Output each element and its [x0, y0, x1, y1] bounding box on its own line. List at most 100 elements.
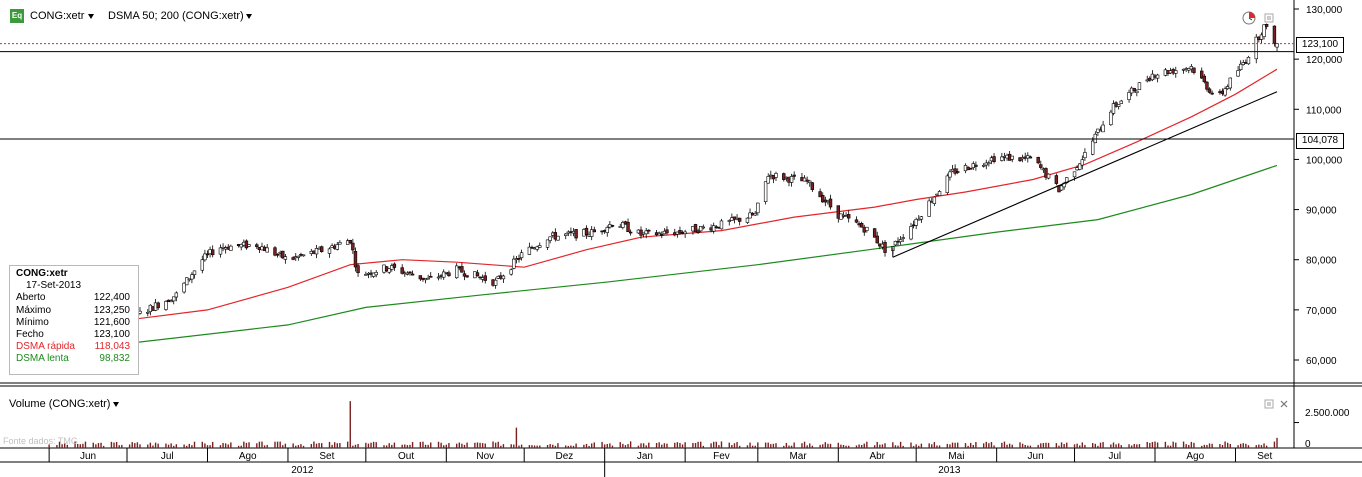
candle-up	[893, 240, 898, 246]
candle-up	[535, 246, 539, 250]
candle-up	[1119, 100, 1123, 104]
candle-up	[927, 200, 931, 217]
candle-up	[335, 244, 339, 250]
candle-down	[1054, 175, 1059, 184]
symbol-label[interactable]: CONG:xetr	[30, 10, 85, 22]
candle-up	[748, 212, 752, 219]
candle-up	[789, 176, 794, 183]
candle-up	[644, 230, 648, 235]
candle-up	[1080, 159, 1085, 166]
candle-up	[1228, 77, 1232, 89]
ohlc-info-box: CONG:xetr 17-Set-2013 Aberto 122,400 Máxi…	[9, 265, 139, 375]
candle-down	[828, 198, 833, 208]
volume-y-label-top: 2.500.000	[1305, 408, 1350, 419]
candle-down	[574, 229, 578, 239]
x-year-label: 2013	[938, 465, 961, 476]
candle-down	[1210, 92, 1214, 95]
candle-up	[987, 162, 991, 165]
candle-down	[883, 241, 887, 253]
candle-up	[426, 277, 430, 280]
x-month-label: Out	[398, 451, 414, 462]
candle-up	[301, 254, 306, 257]
candle-up	[808, 180, 812, 183]
candle-up	[657, 232, 661, 235]
candle-up	[1275, 43, 1279, 48]
symbol-dropdown-icon[interactable]	[88, 14, 94, 19]
candle-up	[898, 239, 903, 243]
volume-panel-title[interactable]: Volume (CONG:xetr)	[9, 398, 111, 410]
candle-up	[501, 275, 506, 280]
candle-down	[255, 244, 259, 247]
candle-up	[605, 227, 609, 233]
candle-down	[696, 230, 700, 233]
candle-up	[1111, 103, 1116, 114]
info-row-low: Mínimo 121,600	[16, 316, 130, 328]
candle-up	[839, 213, 843, 220]
candle-down	[1132, 88, 1136, 92]
candle-down	[859, 223, 864, 228]
x-month-label: Jul	[1108, 451, 1121, 462]
candle-down	[156, 302, 160, 309]
candle-down	[465, 275, 469, 278]
candle-up	[174, 292, 179, 298]
candle-down	[320, 246, 324, 252]
candle-down	[1036, 156, 1040, 164]
indicator-dropdown-icon[interactable]	[246, 14, 252, 19]
info-symbol: CONG:xetr	[16, 268, 68, 279]
candle-up	[538, 245, 542, 248]
candle-down	[400, 267, 404, 274]
candle-down	[678, 230, 682, 234]
candle-up	[564, 233, 568, 236]
candle-up	[1093, 133, 1098, 144]
data-source-watermark: Fonte dados: TMG	[3, 436, 78, 446]
x-month-label: Mai	[948, 451, 964, 462]
candle-down	[592, 229, 596, 233]
candle-up	[405, 272, 410, 275]
candle-up	[909, 226, 913, 240]
candle-up	[296, 255, 301, 258]
candle-up	[192, 270, 197, 275]
candle-up	[919, 216, 924, 220]
candle-up	[937, 191, 942, 196]
x-month-label: Ago	[1186, 451, 1204, 462]
candle-up	[239, 244, 243, 248]
candle-down	[647, 229, 651, 232]
candle-up	[1236, 70, 1240, 77]
candle-up	[756, 202, 760, 214]
x-month-label: Set	[319, 451, 334, 462]
indicator-label[interactable]: DSMA 50; 200 (CONG:xetr)	[108, 10, 244, 22]
candle-up	[265, 247, 269, 253]
x-month-label: Jan	[637, 451, 653, 462]
candle-up	[699, 226, 703, 232]
candle-up	[1101, 124, 1105, 133]
y-tick-label: 90,000	[1306, 206, 1337, 217]
maximize-panel-icon[interactable]	[1264, 13, 1274, 23]
volume-bars	[48, 401, 1299, 449]
info-row-high: Máximo 123,250	[16, 304, 130, 316]
candle-down	[628, 231, 633, 234]
clock-icon[interactable]	[1241, 10, 1257, 26]
candle-up	[527, 246, 532, 255]
candle-up	[1000, 156, 1004, 161]
x-month-label: Jul	[161, 451, 174, 462]
candle-up	[442, 271, 446, 278]
candle-up	[1010, 155, 1014, 160]
candle-up	[763, 181, 768, 203]
candle-up	[364, 274, 368, 276]
info-date: 17-Set-2013	[26, 280, 82, 292]
last-price-tag: 123,100	[1296, 37, 1344, 53]
candle-up	[1116, 104, 1121, 107]
volume-dropdown-icon[interactable]	[113, 402, 119, 407]
grid	[0, 0, 1362, 463]
candle-down	[408, 271, 412, 274]
candle-down	[968, 167, 973, 170]
volume-y-label-zero: 0	[1305, 439, 1311, 450]
close-volume-panel-icon[interactable]	[1279, 399, 1289, 409]
candle-down	[1202, 75, 1207, 83]
candle-down	[447, 272, 451, 277]
candle-down	[205, 253, 210, 256]
candle-up	[745, 217, 750, 223]
candle-up	[247, 244, 251, 247]
maximize-volume-panel-icon[interactable]	[1264, 399, 1274, 409]
candle-up	[901, 237, 905, 239]
